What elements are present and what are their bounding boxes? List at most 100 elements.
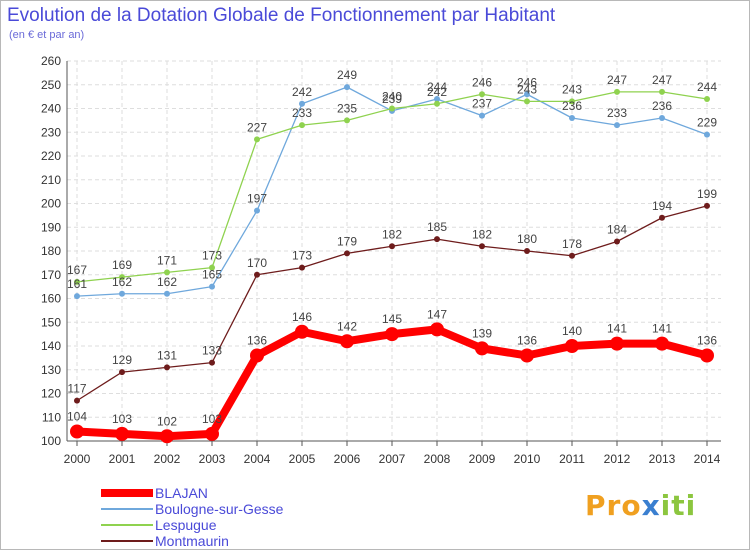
data-label: 243 — [562, 82, 582, 96]
data-label: 141 — [652, 322, 672, 336]
data-label: 103 — [202, 412, 222, 426]
data-label: 182 — [382, 227, 402, 241]
legend-swatch-blajan — [101, 489, 153, 497]
x-tick-label: 2006 — [334, 452, 361, 466]
data-label: 162 — [157, 275, 177, 289]
data-point — [430, 322, 444, 337]
data-label: 239 — [382, 92, 402, 106]
x-tick-label: 2011 — [559, 452, 585, 466]
data-label: 242 — [427, 85, 447, 99]
y-tick-label: 260 — [41, 54, 61, 68]
data-point — [344, 84, 350, 91]
data-label: 244 — [697, 80, 717, 94]
legend-label-boulogne: Boulogne-sur-Gesse — [155, 501, 284, 517]
data-label: 140 — [562, 324, 582, 338]
data-label: 199 — [697, 187, 717, 201]
data-point — [659, 115, 665, 121]
y-tick-label: 190 — [41, 220, 61, 234]
data-point — [119, 290, 125, 297]
data-label: 102 — [157, 414, 177, 428]
x-tick-label: 2001 — [109, 452, 136, 466]
data-label: 227 — [247, 120, 267, 134]
data-point — [344, 250, 350, 257]
data-point — [74, 293, 80, 300]
data-point — [434, 100, 440, 107]
data-point — [254, 136, 260, 143]
legend-item-boulogne: Boulogne-sur-Gesse — [101, 501, 283, 517]
data-point — [209, 359, 215, 366]
data-label: 103 — [112, 412, 132, 426]
y-tick-label: 200 — [41, 197, 61, 211]
data-label: 246 — [517, 75, 537, 89]
data-label: 173 — [292, 249, 312, 263]
y-tick-label: 210 — [41, 173, 61, 187]
data-label: 104 — [67, 410, 87, 424]
data-label: 162 — [112, 275, 132, 289]
x-tick-label: 2010 — [514, 452, 541, 466]
y-tick-label: 150 — [41, 315, 61, 329]
data-label: 242 — [292, 85, 312, 99]
data-point — [614, 88, 620, 95]
data-point — [254, 271, 260, 278]
y-tick-label: 100 — [41, 434, 61, 448]
data-label: 136 — [247, 334, 267, 348]
data-label: 247 — [607, 73, 627, 87]
data-point — [254, 207, 260, 214]
logo-part-x: x — [641, 489, 661, 522]
data-point — [74, 278, 80, 285]
data-label: 236 — [562, 99, 582, 113]
data-label: 180 — [517, 232, 537, 246]
data-point — [70, 424, 84, 439]
data-label: 131 — [157, 348, 177, 362]
data-point — [524, 248, 530, 254]
logo-part-iti: iti — [660, 489, 697, 522]
data-point — [520, 348, 534, 363]
chart-title: Evolution de la Dotation Globale de Fonc… — [7, 5, 556, 26]
data-label: 145 — [382, 312, 402, 326]
data-point — [389, 105, 395, 112]
y-tick-label: 250 — [41, 78, 61, 92]
data-label: 136 — [517, 334, 537, 348]
y-tick-label: 120 — [41, 387, 61, 401]
data-point — [119, 274, 125, 281]
data-label: 170 — [247, 256, 267, 270]
data-point — [479, 112, 485, 119]
x-tick-label: 2002 — [154, 452, 181, 466]
y-tick-label: 220 — [41, 149, 61, 163]
y-tick-label: 180 — [41, 244, 61, 258]
data-point — [434, 96, 440, 102]
data-point — [205, 426, 219, 441]
x-tick-label: 2009 — [469, 452, 496, 466]
legend-label-blajan: BLAJAN — [155, 485, 208, 501]
data-label: 184 — [607, 223, 627, 237]
x-tick-label: 2003 — [199, 452, 226, 466]
data-point — [659, 88, 665, 95]
data-label: 133 — [202, 344, 222, 358]
y-tick-label: 110 — [42, 410, 61, 424]
data-point — [569, 115, 575, 121]
data-point — [614, 238, 620, 245]
data-point — [569, 98, 575, 105]
legend-label-lespugue: Lespugue — [155, 517, 217, 533]
data-label: 147 — [427, 307, 447, 321]
data-label: 169 — [112, 258, 132, 272]
data-point — [614, 122, 620, 129]
data-point — [160, 429, 174, 444]
data-label: 194 — [652, 199, 672, 213]
legend-item-blajan: BLAJAN — [101, 485, 283, 501]
data-point — [299, 264, 305, 271]
y-tick-label: 230 — [41, 125, 61, 139]
data-point — [700, 348, 714, 363]
data-point — [434, 236, 440, 243]
x-tick-label: 2013 — [649, 452, 676, 466]
y-tick-label: 170 — [41, 268, 61, 282]
data-point — [479, 91, 485, 98]
data-point — [659, 214, 665, 221]
data-label: 178 — [562, 237, 582, 251]
data-label: 235 — [337, 101, 357, 115]
data-point — [610, 336, 624, 351]
legend-item-montmaurin: Montmaurin — [101, 533, 283, 549]
chart-subtitle: (en € et par an) — [9, 29, 85, 41]
data-point — [569, 252, 575, 259]
